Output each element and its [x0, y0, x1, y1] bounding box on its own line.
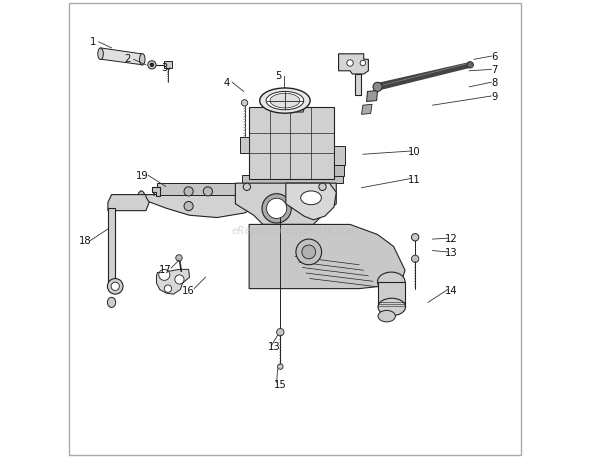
- Polygon shape: [334, 165, 344, 177]
- Circle shape: [175, 275, 184, 285]
- Text: 19: 19: [136, 171, 149, 181]
- Polygon shape: [334, 147, 346, 165]
- Text: 18: 18: [78, 236, 91, 246]
- Text: 3: 3: [161, 63, 168, 73]
- Text: 10: 10: [408, 147, 421, 157]
- Text: 13: 13: [445, 247, 457, 257]
- Ellipse shape: [266, 92, 304, 111]
- Text: 15: 15: [274, 379, 287, 389]
- Polygon shape: [156, 270, 189, 295]
- Circle shape: [150, 64, 154, 67]
- Polygon shape: [286, 184, 336, 220]
- Text: 12: 12: [444, 234, 457, 244]
- Circle shape: [262, 194, 291, 224]
- Circle shape: [411, 256, 419, 263]
- Ellipse shape: [260, 89, 310, 114]
- Polygon shape: [139, 195, 263, 218]
- Text: 17: 17: [159, 264, 172, 274]
- Circle shape: [184, 187, 193, 196]
- Ellipse shape: [107, 298, 116, 308]
- Polygon shape: [100, 49, 143, 66]
- Circle shape: [467, 62, 473, 69]
- Text: 5: 5: [275, 71, 281, 81]
- Circle shape: [319, 184, 326, 191]
- Polygon shape: [378, 63, 470, 91]
- Circle shape: [111, 283, 119, 291]
- Circle shape: [243, 184, 251, 191]
- Ellipse shape: [378, 311, 395, 322]
- Text: 14: 14: [445, 285, 457, 295]
- Circle shape: [176, 255, 182, 262]
- Ellipse shape: [98, 49, 103, 61]
- Ellipse shape: [301, 191, 322, 205]
- Circle shape: [411, 234, 419, 241]
- Circle shape: [184, 202, 193, 211]
- Ellipse shape: [137, 191, 146, 210]
- Polygon shape: [108, 195, 149, 211]
- Text: 6: 6: [491, 52, 498, 62]
- Text: 13: 13: [268, 341, 281, 351]
- Circle shape: [277, 364, 283, 369]
- Circle shape: [204, 187, 212, 196]
- Ellipse shape: [378, 273, 405, 292]
- Polygon shape: [249, 225, 405, 289]
- Circle shape: [159, 270, 170, 281]
- Circle shape: [164, 285, 172, 293]
- Text: 11: 11: [408, 174, 421, 184]
- Polygon shape: [249, 108, 334, 179]
- Circle shape: [373, 83, 382, 92]
- Polygon shape: [277, 108, 304, 113]
- Polygon shape: [240, 138, 249, 154]
- Ellipse shape: [107, 279, 123, 295]
- Text: 2: 2: [124, 54, 131, 64]
- Circle shape: [296, 240, 322, 265]
- Text: eReplacementParts.com: eReplacementParts.com: [231, 225, 359, 235]
- Polygon shape: [242, 175, 343, 184]
- Polygon shape: [152, 187, 160, 196]
- Circle shape: [267, 199, 287, 219]
- Circle shape: [302, 246, 316, 259]
- Text: 16: 16: [182, 285, 195, 295]
- Polygon shape: [158, 184, 263, 195]
- Circle shape: [360, 61, 366, 67]
- Circle shape: [148, 62, 156, 70]
- Circle shape: [241, 101, 248, 107]
- Circle shape: [277, 329, 284, 336]
- Text: 9: 9: [491, 92, 498, 102]
- Circle shape: [347, 61, 353, 67]
- Polygon shape: [355, 75, 362, 95]
- Polygon shape: [362, 105, 372, 115]
- Polygon shape: [366, 91, 378, 102]
- Text: 4: 4: [223, 78, 230, 88]
- Ellipse shape: [378, 299, 405, 316]
- Text: 7: 7: [491, 65, 498, 75]
- Ellipse shape: [270, 94, 300, 109]
- Text: 8: 8: [491, 78, 497, 88]
- Polygon shape: [339, 55, 368, 75]
- FancyBboxPatch shape: [164, 62, 172, 69]
- Polygon shape: [378, 282, 405, 307]
- Polygon shape: [235, 184, 336, 225]
- Text: 1: 1: [90, 37, 96, 47]
- Polygon shape: [108, 209, 115, 287]
- Ellipse shape: [139, 55, 145, 66]
